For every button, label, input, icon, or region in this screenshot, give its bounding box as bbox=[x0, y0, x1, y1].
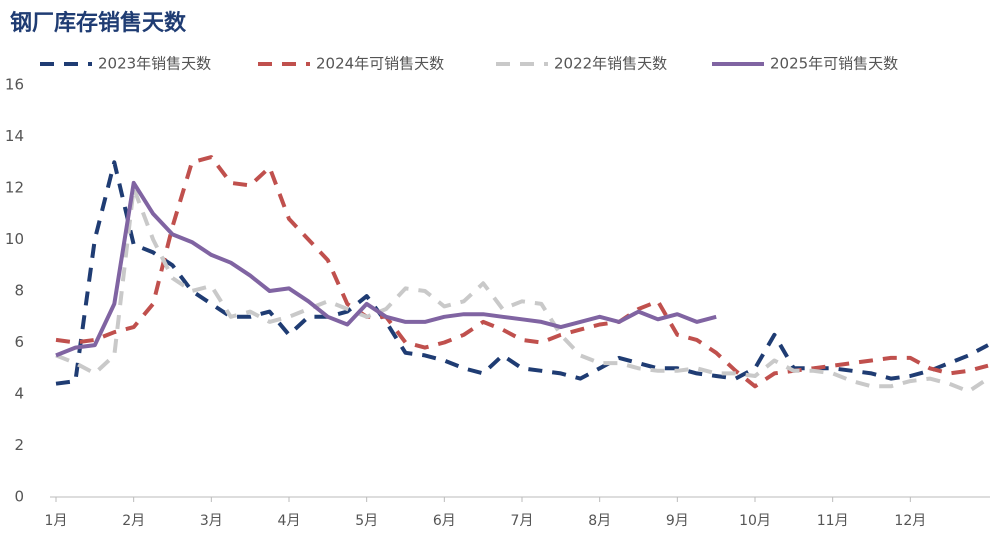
legend-label: 2025年可销售天数 bbox=[770, 55, 898, 73]
x-tick-label: 9月 bbox=[666, 513, 689, 529]
x-tick-label: 12月 bbox=[894, 513, 926, 529]
x-tick-label: 1月 bbox=[45, 513, 68, 529]
y-tick-label: 4 bbox=[14, 385, 24, 403]
y-tick-label: 8 bbox=[14, 282, 24, 300]
legend-label: 2024年可销售天数 bbox=[316, 55, 444, 73]
x-tick-label: 3月 bbox=[200, 513, 223, 529]
y-tick-label: 0 bbox=[14, 488, 24, 506]
x-tick-label: 5月 bbox=[355, 513, 378, 529]
x-tick-label: 2月 bbox=[122, 513, 145, 529]
legend-label: 2022年销售天数 bbox=[554, 55, 667, 73]
y-tick-label: 10 bbox=[5, 230, 24, 248]
y-tick-label: 2 bbox=[14, 436, 24, 454]
series-line bbox=[55, 180, 717, 358]
y-tick-label: 6 bbox=[14, 333, 24, 351]
series-line bbox=[55, 155, 989, 389]
y-tick-label: 16 bbox=[5, 76, 24, 94]
chart-title: 钢厂库存销售天数 bbox=[10, 10, 187, 36]
legend-label: 2023年销售天数 bbox=[98, 55, 211, 73]
x-tick-label: 4月 bbox=[278, 513, 301, 529]
x-tick-label: 7月 bbox=[511, 513, 534, 529]
x-tick-label: 11月 bbox=[817, 513, 849, 529]
series-line bbox=[55, 186, 990, 394]
x-tick-label: 6月 bbox=[433, 513, 456, 529]
x-tick-label: 10月 bbox=[739, 513, 771, 529]
y-tick-label: 12 bbox=[5, 179, 24, 197]
x-tick-label: 8月 bbox=[588, 513, 611, 529]
y-tick-label: 14 bbox=[5, 127, 24, 145]
series-line bbox=[55, 160, 989, 386]
